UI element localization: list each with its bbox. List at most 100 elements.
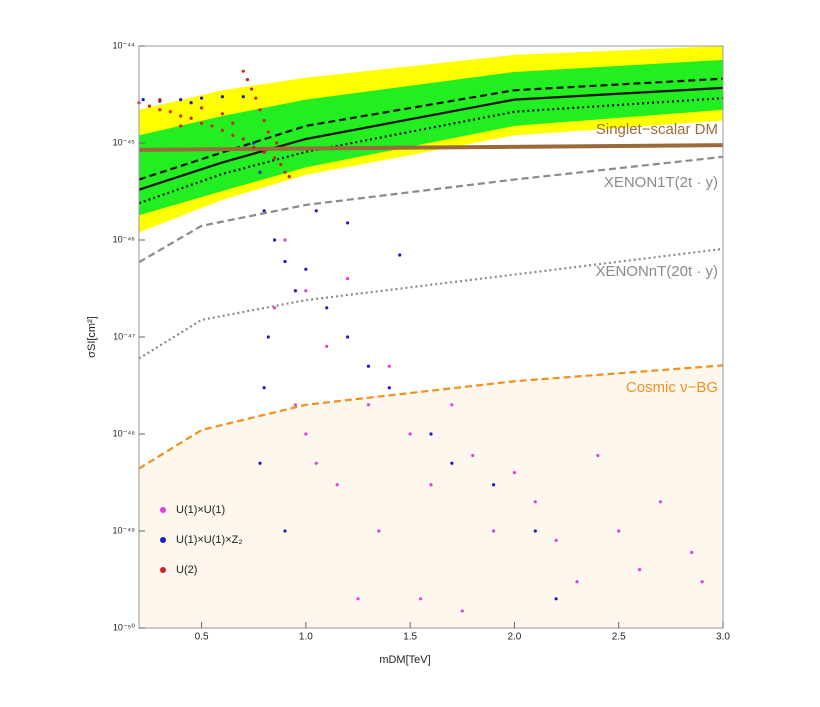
curve-label: Singlet−scalar DM xyxy=(596,121,718,138)
curve-label: XENONnT(20t · y) xyxy=(595,263,718,280)
point xyxy=(304,267,308,271)
x-axis-label: mDM[TeV] xyxy=(379,654,430,666)
point xyxy=(272,238,277,242)
legend-marker xyxy=(160,507,166,513)
point xyxy=(147,104,152,108)
point xyxy=(387,364,391,368)
point xyxy=(366,403,371,407)
curve xyxy=(138,364,724,470)
point xyxy=(258,461,262,465)
point xyxy=(658,500,663,504)
point xyxy=(460,609,464,613)
point xyxy=(158,108,162,112)
point xyxy=(283,238,287,242)
point xyxy=(158,98,162,102)
point xyxy=(179,114,183,118)
x-tick-label: 3.0 xyxy=(716,632,730,643)
x-tick-label: 2.0 xyxy=(507,632,521,643)
point xyxy=(262,150,266,155)
legend-marker xyxy=(160,567,166,573)
point xyxy=(314,461,318,465)
point xyxy=(262,209,266,213)
point xyxy=(258,108,262,112)
point xyxy=(283,529,287,533)
point xyxy=(199,121,204,125)
point xyxy=(141,98,145,102)
x-tick-label: 0.5 xyxy=(195,632,209,643)
point xyxy=(199,106,204,110)
point xyxy=(471,453,475,458)
point xyxy=(283,259,287,264)
point xyxy=(325,306,329,310)
point xyxy=(356,597,360,601)
point xyxy=(231,133,235,137)
point xyxy=(304,432,308,436)
point xyxy=(252,145,256,150)
point xyxy=(241,95,245,99)
point xyxy=(199,96,204,100)
point xyxy=(408,432,412,436)
point xyxy=(429,483,433,487)
point xyxy=(387,386,391,390)
point xyxy=(345,221,350,225)
point xyxy=(293,403,298,407)
y-tick-label: 10⁻⁴⁴ xyxy=(113,40,136,50)
point xyxy=(266,130,270,134)
point xyxy=(220,112,225,116)
point xyxy=(275,141,279,145)
y-tick-label: 10⁻⁴⁹ xyxy=(113,525,136,535)
y-tick-label: 10⁻⁴⁵ xyxy=(113,137,136,147)
point xyxy=(575,580,579,584)
point xyxy=(179,124,183,128)
curve xyxy=(138,155,724,264)
point xyxy=(287,175,291,179)
point xyxy=(250,87,254,91)
point xyxy=(345,277,350,281)
band xyxy=(139,59,723,216)
point xyxy=(335,483,339,487)
point xyxy=(241,137,245,141)
y-tick-label: 10⁻⁴⁷ xyxy=(113,331,135,341)
point xyxy=(189,101,193,105)
point xyxy=(241,69,245,73)
point xyxy=(429,432,433,436)
point xyxy=(262,386,266,390)
point xyxy=(700,580,704,584)
curve-label: XENON1T(2t · y) xyxy=(604,174,718,191)
point xyxy=(533,529,537,533)
point xyxy=(189,116,193,120)
curve-label: Cosmic ν−BG xyxy=(626,379,718,396)
point xyxy=(210,124,214,128)
point xyxy=(231,121,235,125)
x-tick-label: 1.0 xyxy=(299,632,313,643)
point xyxy=(325,344,329,349)
curve xyxy=(138,97,724,205)
point xyxy=(418,597,423,601)
curve xyxy=(138,86,724,191)
point xyxy=(220,128,225,132)
point xyxy=(258,170,262,174)
point xyxy=(596,453,600,458)
point xyxy=(366,364,371,368)
legend-label: U(2) xyxy=(176,564,197,576)
curve xyxy=(138,77,724,181)
point xyxy=(377,529,381,533)
shaded-region xyxy=(139,365,723,628)
point xyxy=(293,289,298,293)
point xyxy=(304,289,308,293)
y-tick-label: 10⁻⁵⁰ xyxy=(113,622,135,632)
legend-label: U(1)×U(1)×Z₂ xyxy=(176,534,243,546)
curve xyxy=(138,143,724,152)
legend-label: U(1)×U(1) xyxy=(176,504,225,516)
point xyxy=(637,568,642,572)
point xyxy=(345,335,350,339)
point xyxy=(252,141,256,145)
point xyxy=(283,170,287,174)
y-tick-label: 10⁻⁴⁸ xyxy=(113,428,136,438)
point xyxy=(554,538,558,543)
point xyxy=(266,335,270,339)
x-tick-label: 1.5 xyxy=(403,632,417,643)
point xyxy=(262,119,266,123)
point xyxy=(220,95,225,99)
